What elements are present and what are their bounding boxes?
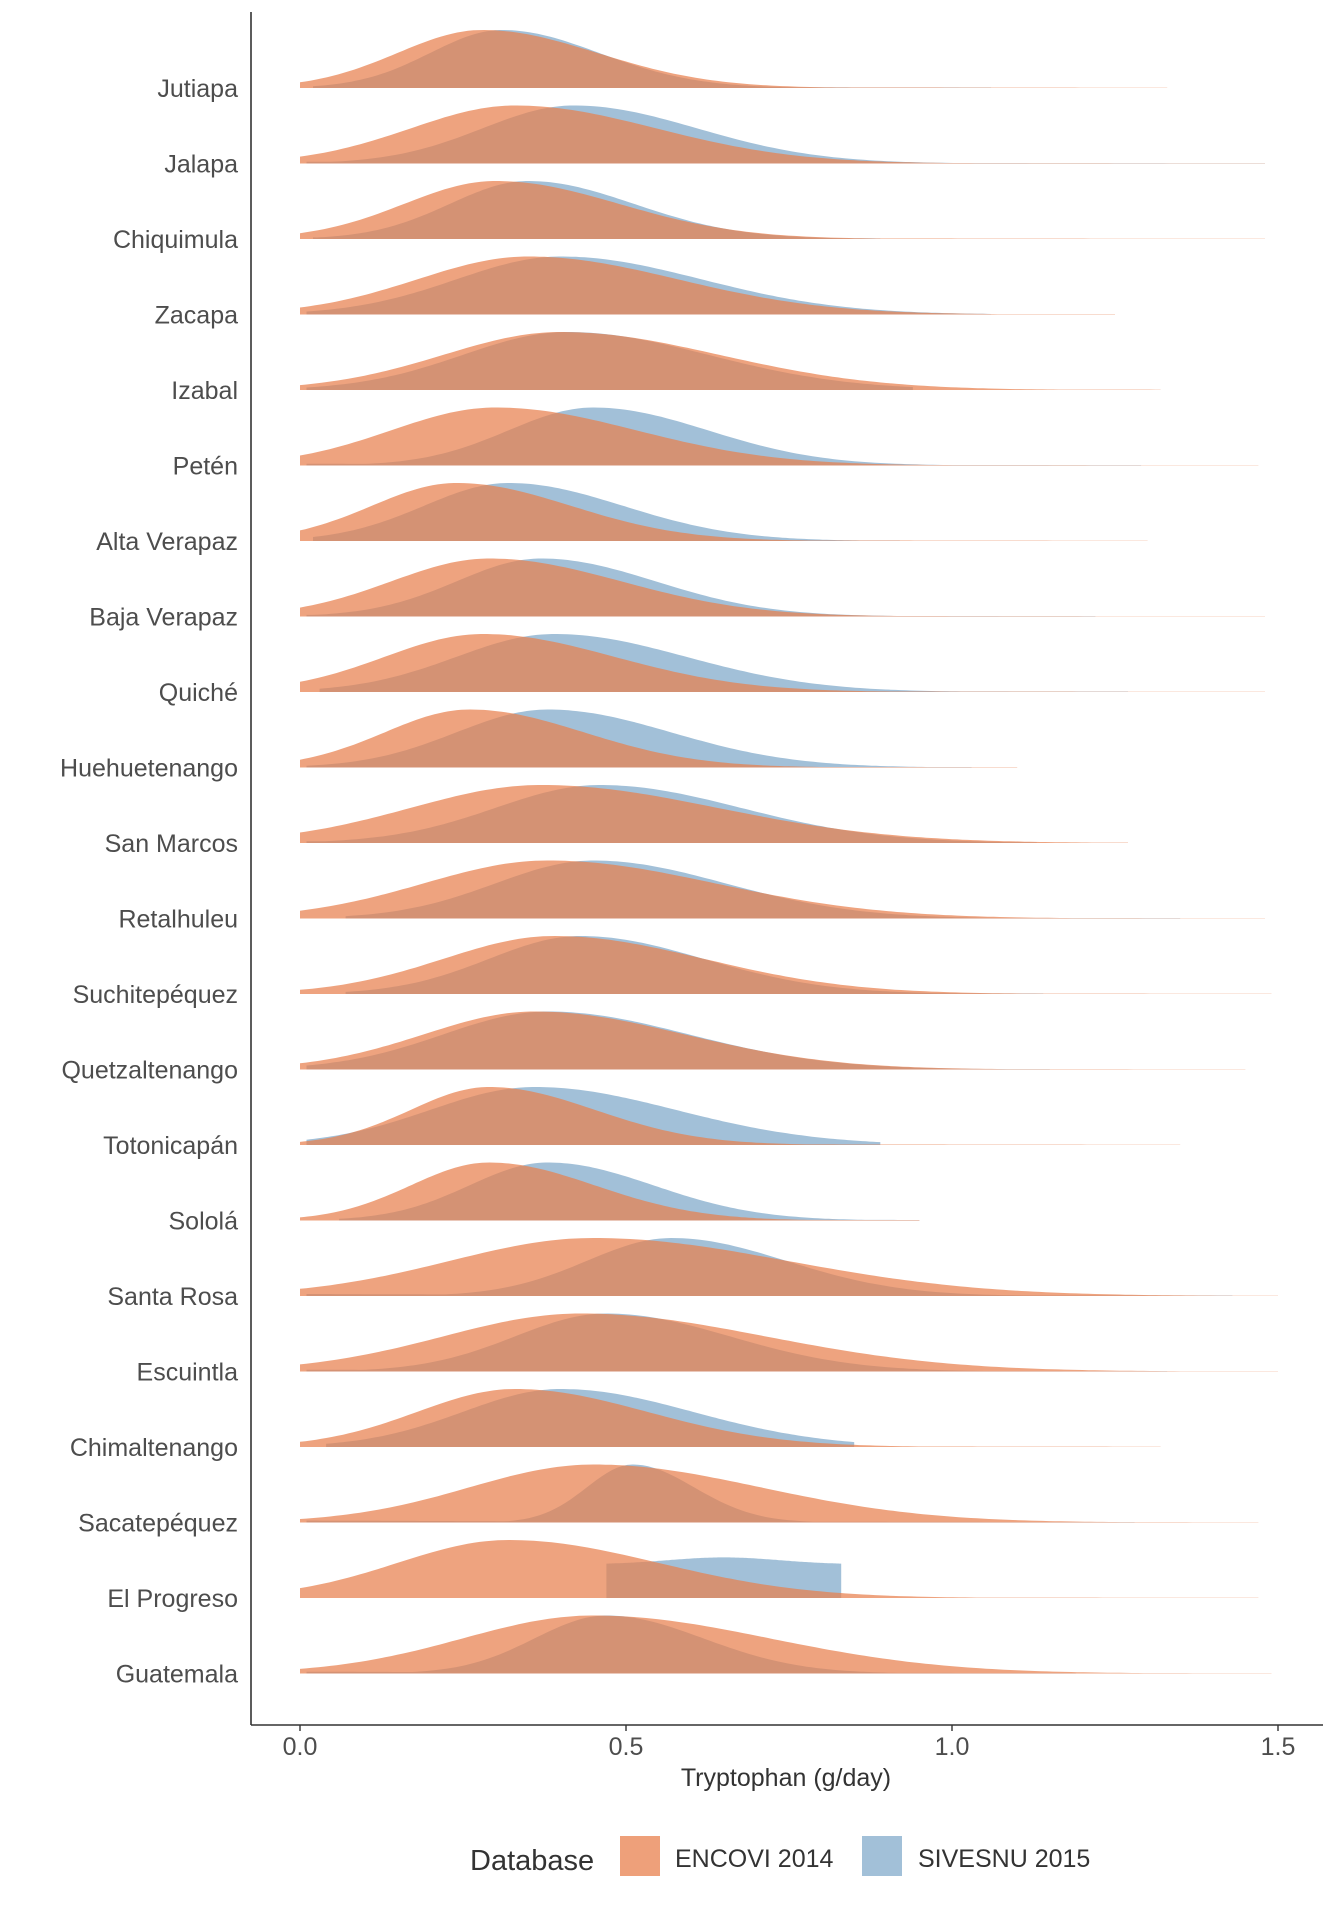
density-encovi-quetzaltenango <box>300 1011 1246 1070</box>
ridge-chiquimula <box>300 181 1265 239</box>
density-encovi-san-marcos <box>300 785 1128 843</box>
density-encovi-izabal <box>300 332 1161 390</box>
x-axis-ticks: 0.0 0.5 1.0 1.5 <box>283 1725 1296 1761</box>
y-tick-label: El Progreso <box>107 1585 238 1613</box>
density-encovi-santa-rosa <box>300 1238 1278 1296</box>
ridge-izabal <box>300 332 1161 390</box>
ridge-santa-rosa <box>300 1238 1278 1296</box>
ridge-escuintla <box>300 1313 1278 1372</box>
density-encovi-totonicapan <box>300 1087 1181 1145</box>
ridge-baja-verapaz <box>300 558 1265 617</box>
y-tick-label: Totonicapán <box>103 1132 238 1160</box>
y-tick-label: Suchitepéquez <box>73 981 238 1009</box>
y-tick-label: Retalhuleu <box>118 906 238 934</box>
y-tick-label: Sololá <box>169 1208 239 1236</box>
ridge-solola <box>300 1162 920 1221</box>
ridge-suchitepequez <box>300 936 1272 994</box>
ridge-san-marcos <box>300 785 1128 843</box>
legend-swatch-encovi <box>620 1836 660 1876</box>
y-tick-label: Quiché <box>159 679 238 707</box>
ridge-alta-verapaz <box>300 483 1148 541</box>
x-tick-label: 0.0 <box>283 1733 318 1761</box>
y-tick-label: Chiquimula <box>113 226 238 254</box>
density-encovi-el-progreso <box>300 1540 1259 1598</box>
ridge-huehuetenango <box>300 709 1018 768</box>
legend: Database ENCOVI 2014 SIVESNU 2015 <box>470 1836 1090 1877</box>
ridge-jalapa <box>300 105 1265 164</box>
ridge-zacapa <box>300 256 1115 315</box>
ridge-retalhuleu <box>300 860 1265 919</box>
ridge-quiche <box>300 634 1265 692</box>
density-encovi-peten <box>300 407 1259 466</box>
y-tick-label: Jalapa <box>164 151 238 179</box>
y-tick-label: Petén <box>173 453 238 481</box>
x-tick-label: 1.5 <box>1261 1733 1296 1761</box>
ridge-peten <box>300 407 1259 466</box>
y-tick-label: Baja Verapaz <box>89 604 238 632</box>
ridge-jutiapa <box>300 30 1168 88</box>
density-encovi-chimaltenango <box>300 1389 1161 1447</box>
density-encovi-retalhuleu <box>300 860 1265 919</box>
ridge-guatemala <box>300 1615 1272 1674</box>
density-encovi-chiquimula <box>300 181 1265 239</box>
density-encovi-quiche <box>300 634 1265 692</box>
density-encovi-huehuetenango <box>300 709 1018 768</box>
ridge-chimaltenango <box>300 1389 1161 1447</box>
density-encovi-sacatepequez <box>300 1464 1259 1523</box>
legend-swatch-sivesnu <box>862 1836 902 1876</box>
density-encovi-guatemala <box>300 1615 1272 1674</box>
y-tick-label: Chimaltenango <box>70 1434 238 1462</box>
ridge-sacatepequez <box>300 1464 1259 1523</box>
y-tick-label: Quetzaltenango <box>61 1057 238 1085</box>
ridges-layer <box>300 30 1278 1674</box>
density-encovi-jalapa <box>300 105 1265 164</box>
y-tick-label: Santa Rosa <box>107 1283 238 1311</box>
density-encovi-suchitepequez <box>300 936 1272 994</box>
y-tick-label: Guatemala <box>116 1661 238 1689</box>
density-encovi-jutiapa <box>300 30 1168 88</box>
y-tick-label: Sacatepéquez <box>78 1510 238 1538</box>
legend-label-encovi: ENCOVI 2014 <box>675 1845 834 1873</box>
legend-label-sivesnu: SIVESNU 2015 <box>918 1845 1090 1873</box>
y-tick-label: Jutiapa <box>157 75 238 103</box>
ridge-el-progreso <box>300 1540 1259 1598</box>
density-encovi-solola <box>300 1162 920 1221</box>
x-axis-label: Tryptophan (g/day) <box>681 1764 891 1792</box>
density-encovi-baja-verapaz <box>300 558 1265 617</box>
density-encovi-escuintla <box>300 1313 1278 1372</box>
density-encovi-zacapa <box>300 256 1115 315</box>
y-tick-label: Escuintla <box>137 1359 239 1387</box>
ridge-totonicapan <box>300 1087 1181 1145</box>
y-tick-label: Izabal <box>171 377 238 405</box>
y-tick-label: Zacapa <box>155 302 238 330</box>
y-tick-label: Alta Verapaz <box>96 528 238 556</box>
density-encovi-alta-verapaz <box>300 483 1148 541</box>
y-tick-label: San Marcos <box>105 830 238 858</box>
y-tick-label: Huehuetenango <box>60 755 238 783</box>
x-tick-label: 0.5 <box>609 1733 644 1761</box>
ridge-quetzaltenango <box>300 1011 1246 1070</box>
y-axis-labels: Jutiapa Jalapa Chiquimula Zacapa Izabal Petén… <box>60 75 238 1689</box>
legend-title: Database <box>470 1845 594 1877</box>
x-tick-label: 1.0 <box>935 1733 970 1761</box>
